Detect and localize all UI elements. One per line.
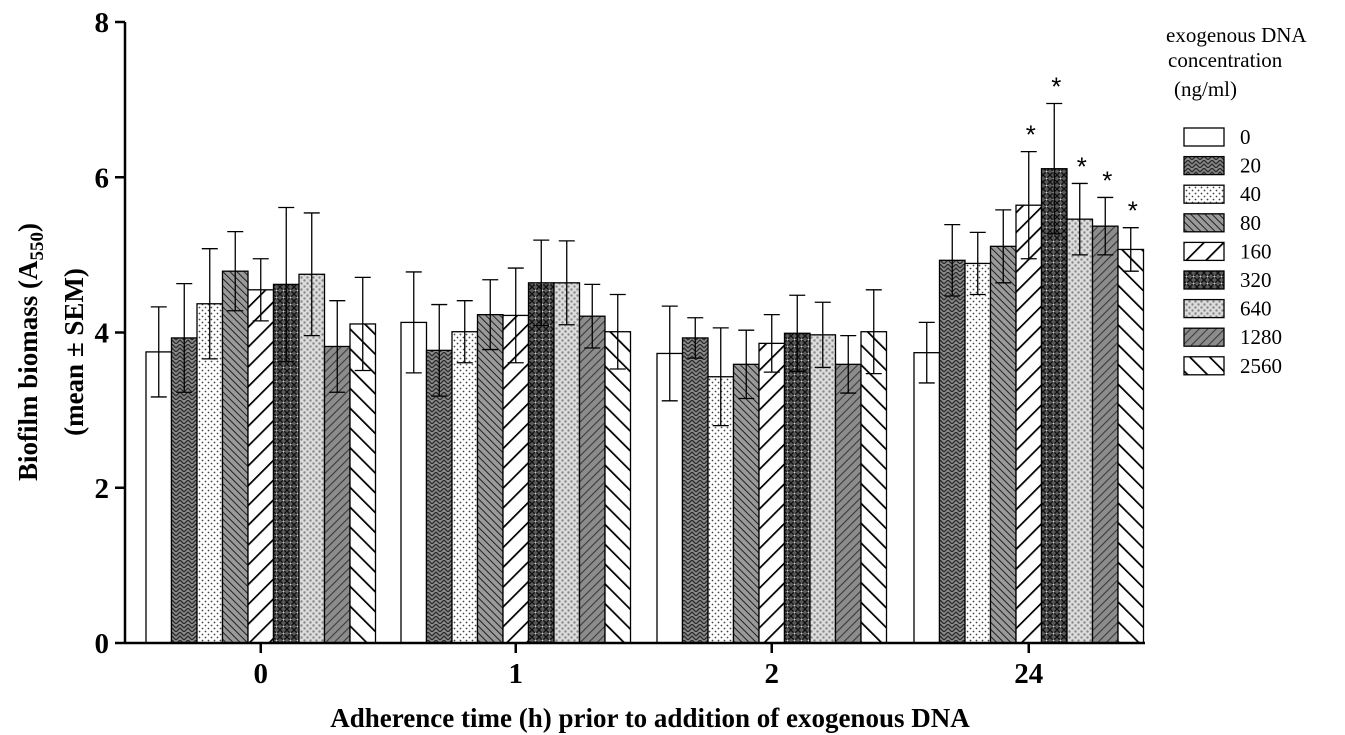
legend-swatch-40 (1183, 184, 1225, 204)
legend-label-320: 320 (1240, 268, 1272, 292)
legend-label-160: 160 (1240, 239, 1272, 263)
bar-2h-1280 (834, 363, 862, 644)
legend-swatch-80 (1183, 213, 1225, 233)
legend-label-2560: 2560 (1240, 354, 1282, 378)
legend-label-40: 40 (1240, 182, 1261, 206)
svg-text:Biofilm biomass (A550): Biofilm biomass (A550) (13, 223, 48, 481)
x-tick-label: 1 (509, 658, 524, 690)
x-axis-ticks: 0 1 2 24 (254, 643, 1043, 690)
y-tick-label: 6 (95, 162, 110, 194)
y-axis-title-line2: (mean ± SEM) (59, 268, 89, 436)
bar-2h-80 (732, 363, 760, 644)
y-tick-label: 0 (95, 628, 110, 660)
legend-title-line1: exogenous DNA (1166, 23, 1307, 47)
bar-1h-80 (476, 313, 504, 644)
bar-1h-160 (502, 314, 530, 644)
legend-title-line2: concentration (1168, 48, 1283, 72)
legend-label-20: 20 (1240, 154, 1261, 178)
y-tick-label: 8 (95, 7, 110, 39)
significance-marker: * (1077, 151, 1087, 181)
bar-2h-2560 (860, 331, 888, 644)
bar-2h-320 (783, 332, 811, 644)
y-axis-ticks: 0 2 4 6 8 (95, 7, 125, 660)
legend-label-0: 0 (1240, 125, 1251, 149)
bar-0h-80 (221, 270, 249, 644)
legend-swatch-640 (1183, 298, 1225, 319)
bar-1h-0 (400, 321, 428, 644)
legend-title-line3: (ng/ml) (1174, 77, 1237, 101)
bar-0h-0 (145, 351, 173, 644)
bar-0h-160 (247, 289, 275, 644)
legend-label-1280: 1280 (1240, 325, 1282, 349)
bar-24h-0 (913, 352, 941, 644)
bar-24h-40 (964, 262, 992, 644)
y-tick-label: 2 (95, 473, 110, 505)
bar-24h-640 (1066, 218, 1094, 644)
legend-swatch-20 (1183, 155, 1225, 176)
legend-swatch-160 (1183, 241, 1225, 262)
x-tick-label: 0 (254, 658, 269, 690)
legend-swatch-1280 (1183, 327, 1225, 347)
significance-marker: * (1026, 120, 1036, 150)
legend-swatch-0 (1183, 127, 1225, 147)
bar-1h-640 (553, 282, 581, 644)
legend: exogenous DNA concentration (ng/ml) 0 20 4… (1166, 23, 1307, 378)
significance-marker: * (1102, 165, 1112, 195)
significance-marker: * (1051, 72, 1061, 102)
bar-1h-2560 (604, 331, 632, 644)
bar-24h-320 (1040, 168, 1068, 644)
bar-24h-20 (938, 259, 966, 644)
legend-swatch-2560 (1183, 356, 1225, 376)
bar-1h-320 (527, 282, 555, 644)
bar-1h-40 (451, 331, 479, 644)
bar-1h-1280 (578, 315, 606, 644)
significance-marker: * (1128, 196, 1138, 226)
bar-24h-160 (1015, 204, 1043, 644)
y-axis-title-close: ) (13, 223, 43, 232)
y-axis-title-main: Biofilm biomass (A (13, 260, 43, 481)
legend-label-640: 640 (1240, 297, 1272, 321)
bar-2h-0 (656, 352, 684, 644)
bar-2h-640 (809, 334, 837, 644)
plot-area: * * * * * (145, 72, 1145, 644)
y-axis-title-subscript: 550 (27, 232, 48, 261)
legend-swatch-320 (1183, 270, 1225, 290)
x-axis-title: Adherence time (h) prior to addition of … (330, 703, 970, 733)
bar-0h-2560 (349, 323, 377, 644)
y-tick-label: 4 (95, 318, 110, 350)
bar-24h-2560 (1117, 248, 1145, 644)
y-axis-title: Biofilm biomass (A550) (mean ± SEM) (13, 223, 89, 481)
bar-24h-1280 (1091, 225, 1119, 644)
x-tick-label: 2 (765, 658, 780, 690)
x-tick-label: 24 (1014, 658, 1043, 690)
legend-label-80: 80 (1240, 211, 1261, 235)
bar-2h-160 (758, 342, 786, 644)
bar-2h-20 (681, 337, 709, 644)
bar-24h-80 (989, 245, 1017, 644)
